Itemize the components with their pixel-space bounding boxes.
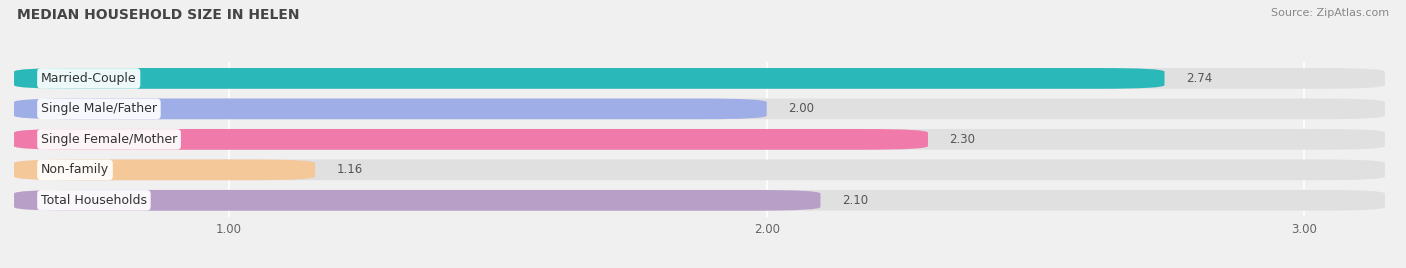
Text: 2.10: 2.10 [842,194,868,207]
FancyBboxPatch shape [14,99,766,119]
FancyBboxPatch shape [14,129,1385,150]
Text: Single Female/Mother: Single Female/Mother [41,133,177,146]
Text: Total Households: Total Households [41,194,148,207]
FancyBboxPatch shape [14,190,821,211]
Text: Married-Couple: Married-Couple [41,72,136,85]
FancyBboxPatch shape [14,159,1385,180]
Text: 2.74: 2.74 [1187,72,1212,85]
FancyBboxPatch shape [14,68,1385,89]
Text: 2.30: 2.30 [949,133,976,146]
FancyBboxPatch shape [14,129,928,150]
Text: Non-family: Non-family [41,163,110,176]
FancyBboxPatch shape [14,99,1385,119]
Text: Source: ZipAtlas.com: Source: ZipAtlas.com [1271,8,1389,18]
FancyBboxPatch shape [14,68,1164,89]
Text: MEDIAN HOUSEHOLD SIZE IN HELEN: MEDIAN HOUSEHOLD SIZE IN HELEN [17,8,299,22]
Text: 1.16: 1.16 [336,163,363,176]
Text: Single Male/Father: Single Male/Father [41,102,157,116]
Text: 2.00: 2.00 [789,102,814,116]
FancyBboxPatch shape [14,159,315,180]
FancyBboxPatch shape [14,190,1385,211]
